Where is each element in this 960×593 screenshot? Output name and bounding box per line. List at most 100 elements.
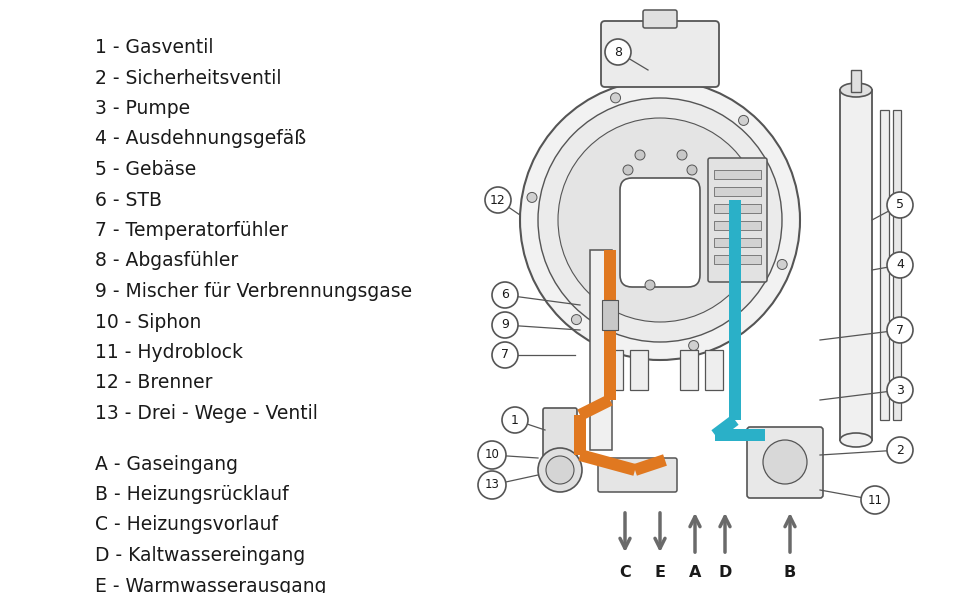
Text: A: A [689,565,701,580]
Polygon shape [633,454,667,476]
Bar [840,90,872,440]
Circle shape [527,192,537,202]
Text: 12: 12 [491,193,506,206]
Circle shape [520,80,800,360]
Bar [714,255,761,264]
Bar [851,70,861,92]
Circle shape [485,187,511,213]
Bar [680,350,698,390]
FancyBboxPatch shape [643,10,677,28]
Text: 2 - Sicherheitsventil: 2 - Sicherheitsventil [95,69,281,88]
Text: 1: 1 [511,413,519,426]
Circle shape [492,282,518,308]
Polygon shape [574,415,586,455]
Text: 7: 7 [896,324,904,336]
Bar [714,187,761,196]
Circle shape [538,448,582,492]
Text: B: B [784,565,796,580]
Text: 13: 13 [485,479,499,492]
Text: 5: 5 [896,199,904,212]
Text: 3: 3 [896,384,904,397]
Polygon shape [579,449,636,476]
Text: 6: 6 [501,289,509,301]
FancyBboxPatch shape [598,458,677,492]
Circle shape [778,260,787,269]
Bar [590,250,612,450]
Polygon shape [577,394,612,420]
Polygon shape [711,415,738,440]
Text: E: E [655,565,665,580]
Circle shape [688,340,699,350]
Bar [880,110,889,420]
Text: A - Gaseingang: A - Gaseingang [95,454,238,473]
Text: 7 - Temperatorfühler: 7 - Temperatorfühler [95,221,288,240]
Circle shape [635,150,645,160]
Text: D: D [718,565,732,580]
Text: C - Heizungsvorlauf: C - Heizungsvorlauf [95,515,278,534]
Circle shape [738,116,749,125]
Circle shape [623,165,633,175]
FancyBboxPatch shape [601,21,719,87]
Text: 4: 4 [896,259,904,272]
Circle shape [571,314,582,324]
Bar [714,170,761,179]
Text: 6 - STB: 6 - STB [95,190,162,209]
Circle shape [645,280,655,290]
Text: 9: 9 [501,318,509,331]
Circle shape [502,407,528,433]
Ellipse shape [840,433,872,447]
FancyBboxPatch shape [708,158,767,282]
Bar [714,238,761,247]
Text: 4 - Ausdehnungsgefäß: 4 - Ausdehnungsgefäß [95,129,306,148]
Bar [605,350,623,390]
Text: 12 - Brenner: 12 - Brenner [95,374,212,393]
Circle shape [687,165,697,175]
Bar [705,350,723,390]
Text: 13 - Drei - Wege - Ventil: 13 - Drei - Wege - Ventil [95,404,318,423]
Circle shape [611,93,620,103]
Bar [893,110,901,420]
Circle shape [605,39,631,65]
Text: 7: 7 [501,349,509,362]
Text: 10 - Siphon: 10 - Siphon [95,313,202,331]
Circle shape [887,192,913,218]
Text: 2: 2 [896,444,904,457]
FancyBboxPatch shape [747,427,823,498]
Circle shape [546,456,574,484]
Text: 8 - Abgasfühler: 8 - Abgasfühler [95,251,238,270]
Bar [602,300,618,330]
Polygon shape [729,200,741,420]
Text: 1 - Gasventil: 1 - Gasventil [95,38,213,57]
Circle shape [861,486,889,514]
Circle shape [887,252,913,278]
Circle shape [538,98,782,342]
Text: B - Heizungsrücklauf: B - Heizungsrücklauf [95,485,289,504]
Circle shape [558,118,762,322]
Polygon shape [604,250,616,400]
Bar [714,221,761,230]
Circle shape [887,437,913,463]
FancyBboxPatch shape [620,178,700,287]
Text: E - Warmwasserausgang: E - Warmwasserausgang [95,576,326,593]
Circle shape [492,312,518,338]
FancyBboxPatch shape [543,408,577,457]
Text: C: C [619,565,631,580]
Circle shape [887,317,913,343]
Bar [714,204,761,213]
Circle shape [478,441,506,469]
Circle shape [763,440,807,484]
Polygon shape [715,429,765,441]
Text: D - Kaltwassereingang: D - Kaltwassereingang [95,546,305,565]
Text: 11: 11 [868,493,882,506]
Text: 9 - Mischer für Verbrennungsgase: 9 - Mischer für Verbrennungsgase [95,282,412,301]
Ellipse shape [840,83,872,97]
Text: 10: 10 [485,448,499,461]
Circle shape [887,377,913,403]
Circle shape [492,342,518,368]
Bar [630,350,648,390]
Text: 11 - Hydroblock: 11 - Hydroblock [95,343,243,362]
Text: 5 - Gebäse: 5 - Gebäse [95,160,196,179]
Circle shape [478,471,506,499]
Circle shape [677,150,687,160]
Text: 3 - Pumpe: 3 - Pumpe [95,99,190,118]
